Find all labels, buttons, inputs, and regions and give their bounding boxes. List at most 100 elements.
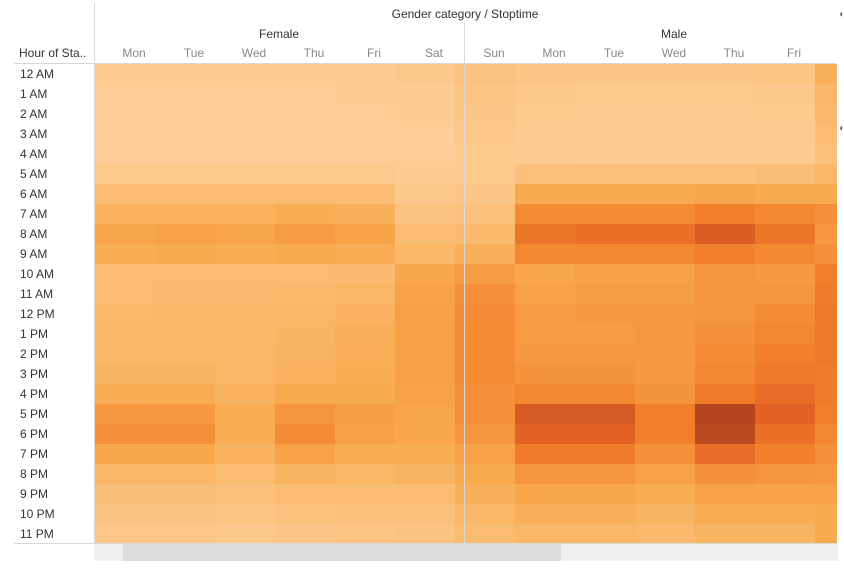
heatmap-cell[interactable]: [455, 344, 515, 364]
heatmap-cell[interactable]: [695, 204, 755, 224]
heatmap-cell[interactable]: [695, 164, 755, 184]
heatmap-cell[interactable]: [575, 144, 635, 164]
heatmap-cell[interactable]: [335, 404, 395, 424]
heatmap-cell[interactable]: [515, 324, 575, 344]
heatmap-cell[interactable]: [215, 464, 275, 484]
heatmap-cell[interactable]: [515, 164, 575, 184]
heatmap-cell[interactable]: [455, 104, 515, 124]
heatmap-cell[interactable]: [95, 484, 155, 504]
heatmap-cell[interactable]: [155, 284, 215, 304]
heatmap-cell[interactable]: [635, 344, 695, 364]
heatmap-cell[interactable]: [515, 244, 575, 264]
heatmap-cell[interactable]: [395, 404, 455, 424]
heatmap-cell[interactable]: [515, 304, 575, 324]
heatmap-cell[interactable]: [575, 364, 635, 384]
heatmap-cell[interactable]: [755, 344, 815, 364]
heatmap-cell[interactable]: [275, 404, 335, 424]
heatmap-cell[interactable]: [515, 404, 575, 424]
heatmap-cell[interactable]: [815, 164, 837, 184]
heatmap-cell[interactable]: [215, 344, 275, 364]
heatmap-cell[interactable]: [575, 344, 635, 364]
heatmap-cell[interactable]: [215, 364, 275, 384]
heatmap-cell[interactable]: [515, 364, 575, 384]
heatmap-cell[interactable]: [755, 524, 815, 544]
heatmap-cell[interactable]: [335, 224, 395, 244]
heatmap-cell[interactable]: [695, 224, 755, 244]
heatmap-cell[interactable]: [575, 424, 635, 444]
heatmap-cell[interactable]: [95, 224, 155, 244]
heatmap-cell[interactable]: [395, 264, 455, 284]
heatmap-cell[interactable]: [275, 484, 335, 504]
heatmap-cell[interactable]: [755, 264, 815, 284]
heatmap-cell[interactable]: [275, 304, 335, 324]
heatmap-cell[interactable]: [575, 384, 635, 404]
heatmap-cell[interactable]: [815, 264, 837, 284]
heatmap-cell[interactable]: [155, 404, 215, 424]
heatmap-cell[interactable]: [755, 384, 815, 404]
heatmap-cell[interactable]: [395, 324, 455, 344]
heatmap-cell[interactable]: [95, 64, 155, 84]
heatmap-cell[interactable]: [815, 504, 837, 524]
heatmap-cell[interactable]: [215, 64, 275, 84]
heatmap-cell[interactable]: [335, 344, 395, 364]
heatmap-cell[interactable]: [275, 264, 335, 284]
heatmap-cell[interactable]: [635, 524, 695, 544]
heatmap-cell[interactable]: [335, 84, 395, 104]
heatmap-cell[interactable]: [275, 324, 335, 344]
heatmap-cell[interactable]: [815, 284, 837, 304]
heatmap-cell[interactable]: [335, 384, 395, 404]
heatmap-cell[interactable]: [95, 264, 155, 284]
heatmap-cell[interactable]: [155, 264, 215, 284]
heatmap-cell[interactable]: [395, 344, 455, 364]
heatmap-cell[interactable]: [155, 524, 215, 544]
heatmap-cell[interactable]: [575, 64, 635, 84]
heatmap-cell[interactable]: [575, 184, 635, 204]
heatmap-cell[interactable]: [95, 424, 155, 444]
heatmap-cell[interactable]: [155, 484, 215, 504]
heatmap-cell[interactable]: [815, 84, 837, 104]
heatmap-cell[interactable]: [515, 504, 575, 524]
heatmap-cell[interactable]: [815, 184, 837, 204]
heatmap-cell[interactable]: [575, 444, 635, 464]
heatmap-cell[interactable]: [695, 484, 755, 504]
heatmap-cell[interactable]: [515, 264, 575, 284]
heatmap-cell[interactable]: [515, 384, 575, 404]
heatmap-cell[interactable]: [275, 244, 335, 264]
heatmap-cell[interactable]: [335, 264, 395, 284]
heatmap-cell[interactable]: [575, 484, 635, 504]
heatmap-cell[interactable]: [95, 284, 155, 304]
heatmap-cell[interactable]: [395, 104, 455, 124]
heatmap-cell[interactable]: [695, 324, 755, 344]
heatmap-cell[interactable]: [635, 424, 695, 444]
heatmap-cell[interactable]: [215, 504, 275, 524]
heatmap-cell[interactable]: [275, 284, 335, 304]
heatmap-cell[interactable]: [695, 144, 755, 164]
heatmap-cell[interactable]: [455, 504, 515, 524]
heatmap-cell[interactable]: [755, 444, 815, 464]
heatmap-cell[interactable]: [815, 224, 837, 244]
heatmap-cell[interactable]: [95, 124, 155, 144]
heatmap-cell[interactable]: [755, 504, 815, 524]
heatmap-cell[interactable]: [95, 244, 155, 264]
heatmap-cell[interactable]: [215, 84, 275, 104]
heatmap-cell[interactable]: [755, 284, 815, 304]
heatmap-cell[interactable]: [95, 384, 155, 404]
heatmap-cell[interactable]: [575, 84, 635, 104]
heatmap-cell[interactable]: [395, 84, 455, 104]
heatmap-cell[interactable]: [515, 464, 575, 484]
heatmap-cell[interactable]: [95, 344, 155, 364]
heatmap-cell[interactable]: [575, 464, 635, 484]
heatmap-cell[interactable]: [575, 404, 635, 424]
heatmap-cell[interactable]: [275, 344, 335, 364]
heatmap-cell[interactable]: [575, 164, 635, 184]
heatmap-cell[interactable]: [95, 144, 155, 164]
heatmap-cell[interactable]: [515, 204, 575, 224]
heatmap-cell[interactable]: [275, 504, 335, 524]
heatmap-cell[interactable]: [95, 104, 155, 124]
heatmap-cell[interactable]: [95, 204, 155, 224]
heatmap-cell[interactable]: [95, 164, 155, 184]
heatmap-cell[interactable]: [455, 324, 515, 344]
heatmap-cell[interactable]: [395, 384, 455, 404]
heatmap-cell[interactable]: [455, 244, 515, 264]
